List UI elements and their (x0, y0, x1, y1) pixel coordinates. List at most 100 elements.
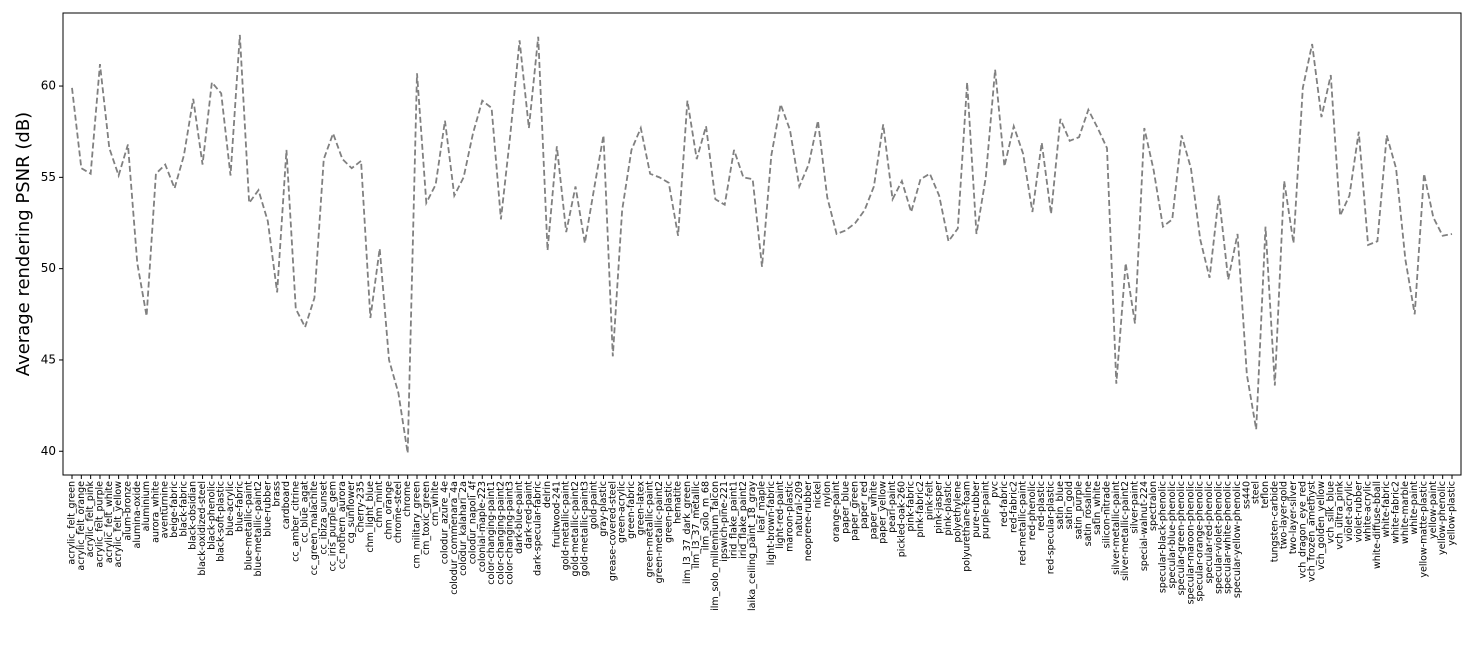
x-tick-label: blue-acrylic (225, 481, 236, 536)
x-tick-label: white-paint (1409, 481, 1420, 535)
x-tick-label: gold-metallic-paint2 (570, 481, 581, 576)
x-tick-label: specular-green-phenolic (1176, 481, 1187, 595)
x-tick-label: silver-metallic-paint2 (1120, 481, 1131, 581)
x-tick-label: blue-rubber (262, 481, 273, 537)
x-tick-label: pink-plastic (943, 481, 954, 536)
x-tick-label: satin_gold (1064, 481, 1075, 529)
x-tick-label: green-latex (635, 481, 646, 536)
x-tick-label: green-acrylic (617, 481, 628, 543)
x-tick-label: paper_red (859, 481, 870, 529)
x-tick-label: polyethylene (952, 481, 963, 543)
x-tick-label: beige-fabric (169, 481, 180, 538)
x-tick-label: chrome-steel (393, 481, 404, 543)
x-tick-label: white-fabric2 (1391, 481, 1402, 543)
x-tick-label: leaf_maple (757, 481, 768, 533)
x-tick-label: silver-metallic-paint (1111, 481, 1122, 575)
x-tick-label: neoprene-rubber (803, 481, 814, 561)
x-tick-label: acrylic_felt_orange (76, 481, 87, 571)
x-tick-label: satin_white (1092, 481, 1103, 535)
y-tick-label: 45 (41, 352, 56, 366)
x-tick-label: color-changing-paint3 (505, 481, 516, 585)
x-tick-label: violet-acrylic (1344, 481, 1355, 542)
x-tick-label: red-metallic-paint (1018, 481, 1029, 566)
x-tick-label: pink-fabric2 (915, 481, 926, 538)
x-tick-label: black-soft-plastic (216, 481, 227, 562)
y-tick-label: 55 (41, 170, 56, 184)
y-axis-title: Average rendering PSNR (dB) (13, 112, 34, 376)
x-tick-label: pure-rubber (971, 481, 982, 538)
data-line (71, 34, 1453, 454)
x-tick-label: colodur_commenara_4a (449, 481, 460, 595)
x-tick-label: red-specular-plastic (1046, 481, 1057, 574)
x-tick-label: orange-paint (831, 481, 842, 542)
x-tick-label: pickled-oak-260 (896, 481, 907, 557)
x-tick-label: cc_amber_citrine (290, 481, 301, 562)
x-tick-label: pearl-paint (887, 481, 898, 533)
x-tick-label: grease-covered-steel (607, 481, 618, 581)
x-tick-label: pink-jasper (934, 481, 945, 534)
x-tick-label: black-fabric (178, 481, 189, 537)
x-tick-label: two-layer-gold (1279, 481, 1290, 549)
x-tick-label: pink-fabric (906, 481, 917, 532)
x-tick-label: vch_golden_yellow (1316, 481, 1327, 570)
x-tick-label: chm_orange (384, 481, 395, 540)
x-tick-label: nickel (812, 481, 823, 509)
x-tick-label: steel (1251, 481, 1262, 504)
x-tick-label: specular-white-phenolic (1223, 481, 1234, 594)
x-tick-label: white-acrylic (1363, 481, 1374, 542)
x-tick-label: acrylic_felt_pink (85, 481, 96, 558)
x-tick-label: specular-yellow-phenolic (1232, 481, 1243, 598)
x-tick-label: chrome (402, 481, 413, 517)
x-tick-label: two-layer-silver (1288, 481, 1299, 554)
x-tick-label: color-changing-paint1 (486, 481, 497, 585)
x-tick-label: black-oxidized-steel (197, 481, 208, 576)
x-tick-label: aurora_white (150, 481, 161, 543)
x-tick-label: laika_ceiling_paint_18_gray (747, 481, 758, 611)
x-tick-label: gray-plastic (598, 481, 609, 537)
x-tick-label: irid_flake_paint1 (729, 481, 740, 559)
x-tick-label: colodur_kalahari_2a (458, 481, 469, 576)
x-tick-label: specular-red-phenolic (1204, 481, 1215, 584)
x-tick-label: spectralon (1148, 481, 1159, 531)
y-tick-label: 40 (41, 444, 56, 458)
x-tick-label: white-fabric (1381, 481, 1392, 537)
x-tick-label: cc_iris_purple_gem (328, 481, 339, 571)
x-tick-label: paper_white (868, 481, 879, 540)
x-tick-label: gold-metallic-paint3 (579, 481, 590, 576)
x-tick-label: blue-metallic-paint2 (253, 481, 264, 576)
x-tick-label: acrylic_felt_yellow (113, 481, 124, 568)
x-tick-label: cc_ibiza_sunset (318, 481, 329, 555)
x-tick-label: chm_mint (374, 481, 385, 528)
x-tick-label: fruitwood-241 (551, 481, 562, 548)
x-tick-label: cc_green_malachite (309, 481, 320, 576)
x-tick-label: brass (272, 481, 283, 507)
x-tick-label: satin_blue (1055, 481, 1066, 530)
x-tick-label: acrylic_felt_green (67, 481, 78, 565)
x-tick-label: dark-red-paint (523, 481, 534, 549)
x-tick-label: cardboard (281, 481, 292, 529)
x-tick-label: irid_flake_paint2 (738, 481, 749, 559)
y-tick-label: 60 (41, 79, 56, 93)
x-tick-label: cm_military_green (412, 481, 423, 569)
x-tick-label: yellow-phenolic (1437, 481, 1448, 555)
x-tick-label: light-brown-fabric (766, 481, 777, 565)
x-tick-label: ilm_solo_m_68 (701, 481, 712, 550)
x-tick-label: cm_white (430, 481, 441, 526)
x-tick-label: aventurnine (160, 481, 171, 538)
x-tick-label: dark-specular-fabric (533, 481, 544, 576)
x-tick-label: green-metallic-paint (645, 481, 656, 578)
x-tick-label: specular-violet-phenolic (1213, 481, 1224, 594)
x-tick-label: cc_nothern_aurora (337, 481, 348, 569)
x-tick-label: purple-paint (980, 481, 991, 539)
x-tick-label: colodur_azure_4e (439, 481, 450, 564)
x-tick-label: paper_green (850, 481, 861, 541)
x-tick-label: paper_blue (840, 481, 851, 534)
x-tick-label: aluminium (141, 481, 152, 531)
x-tick-label: nylon (822, 481, 833, 507)
x-tick-label: vch_frozen_amethyst (1307, 481, 1318, 582)
x-tick-label: red-fabric2 (1008, 481, 1019, 533)
x-tick-label: acrylic_felt_purple (94, 481, 105, 568)
x-tick-label: ilm_solo_millennium_falcon (710, 481, 721, 611)
x-tick-label: colonial-maple-223 (477, 481, 488, 572)
